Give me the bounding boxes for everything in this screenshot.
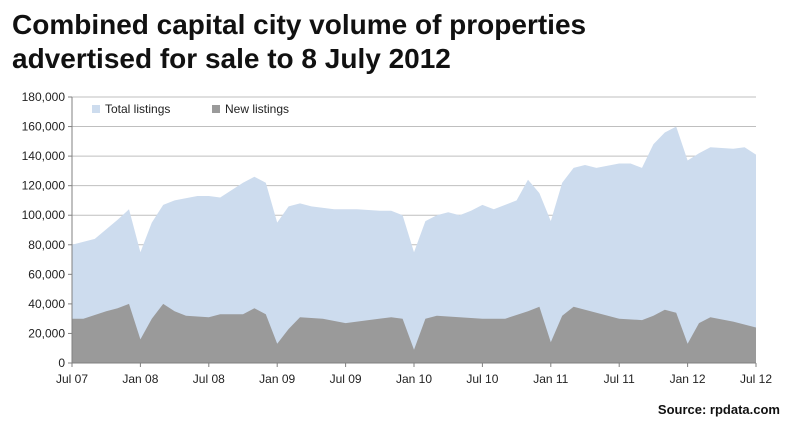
x-tick-label-9: Jan 12 [670, 372, 706, 386]
y-tick-label-3: 60,000 [28, 267, 65, 281]
x-tick-label-10: Jul 12 [740, 372, 772, 386]
x-tick-label-1: Jan 08 [122, 372, 158, 386]
x-tick-label-0: Jul 07 [56, 372, 88, 386]
series-area-total-listings [72, 126, 756, 363]
y-tick-label-2: 40,000 [28, 297, 65, 311]
y-axis-tick-labels: 0 20,000 40,000 60,000 80,000 100,000 120,000 1… [22, 90, 66, 370]
y-tick-label-6: 120,000 [22, 179, 66, 193]
x-axis-tick-labels: Jul 07 Jan 08 Jul 08 Jan 09 Jul 09 Jan 10 Jul … [56, 372, 772, 386]
x-tick-label-3: Jan 09 [259, 372, 295, 386]
legend-swatch-total-listings [92, 105, 100, 113]
legend-label-total-listings: Total listings [105, 102, 170, 116]
x-tick-label-7: Jan 11 [533, 372, 568, 386]
y-tick-label-8: 160,000 [22, 120, 66, 134]
x-tick-label-5: Jan 10 [396, 372, 432, 386]
chart-title-line-2: advertised for sale to 8 July 2012 [12, 43, 451, 74]
x-tick-label-8: Jul 11 [604, 372, 635, 386]
y-tick-label-0: 0 [58, 356, 65, 370]
y-tick-label-9: 180,000 [22, 90, 66, 104]
y-tick-label-5: 100,000 [22, 208, 66, 222]
x-tick-label-2: Jul 08 [193, 372, 225, 386]
y-tick-label-4: 80,000 [28, 238, 65, 252]
chart-title: Combined capital city volume of properti… [12, 8, 792, 76]
x-tick-label-6: Jul 10 [466, 372, 498, 386]
x-tick-label-4: Jul 09 [330, 372, 362, 386]
legend: Total listings New listings [92, 102, 289, 116]
source-note: Source: rpdata.com [657, 402, 780, 417]
y-tick-label-1: 20,000 [28, 326, 65, 340]
series-areas [72, 126, 756, 363]
y-tick-label-7: 140,000 [22, 149, 66, 163]
legend-swatch-new-listings [212, 105, 220, 113]
series-area-new-listings [72, 303, 756, 363]
chart-title-line-1: Combined capital city volume of properti… [12, 9, 587, 40]
legend-label-new-listings: New listings [225, 102, 289, 116]
axes [68, 96, 757, 367]
